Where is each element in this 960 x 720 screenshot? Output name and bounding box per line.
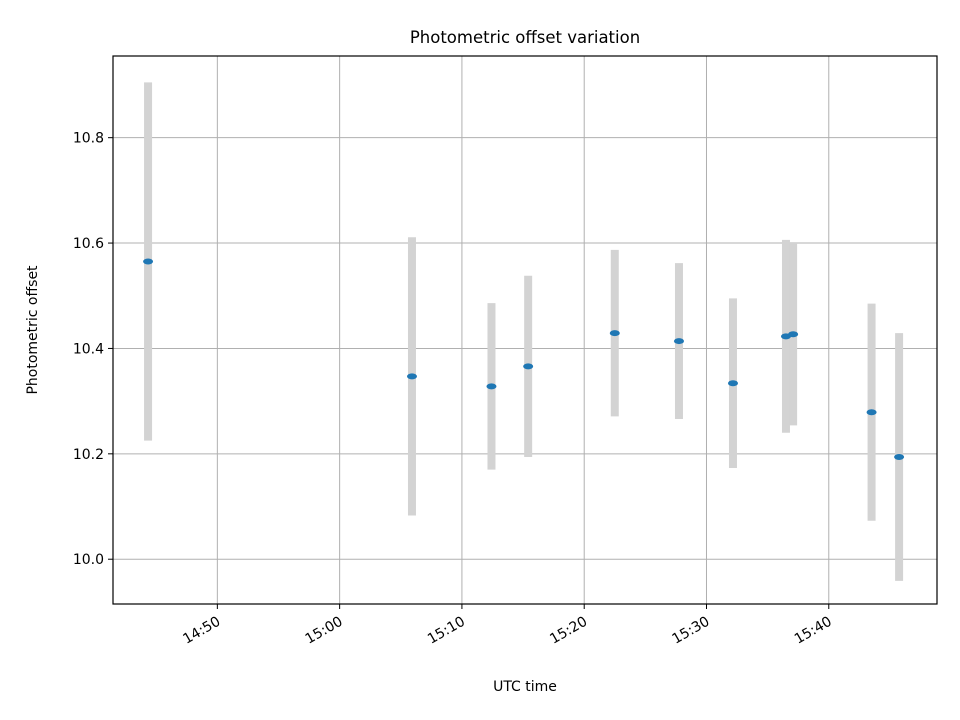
y-axis-label: Photometric offset bbox=[25, 265, 41, 395]
data-point bbox=[727, 380, 738, 387]
data-point bbox=[609, 330, 620, 337]
data-point bbox=[523, 363, 534, 370]
plot-frame bbox=[112, 55, 938, 605]
data-point bbox=[866, 409, 877, 416]
data-point bbox=[894, 453, 905, 460]
data-point bbox=[788, 331, 799, 338]
data-point bbox=[406, 373, 417, 380]
y-tick-label: 10.4 bbox=[73, 341, 104, 357]
data-point bbox=[486, 383, 497, 390]
data-points bbox=[143, 258, 905, 460]
y-tick-label: 10.6 bbox=[73, 236, 104, 252]
x-axis-label: UTC time bbox=[493, 679, 557, 695]
y-tick-label: 10.0 bbox=[73, 552, 104, 568]
data-point bbox=[673, 338, 684, 345]
chart-title: Photometric offset variation bbox=[410, 28, 640, 47]
y-axis-ticks: 10.0 10.2 10.4 10.6 10.8 bbox=[73, 131, 113, 568]
data-point bbox=[143, 258, 154, 265]
y-tick-label: 10.8 bbox=[73, 131, 104, 147]
y-tick-label: 10.2 bbox=[73, 447, 104, 463]
